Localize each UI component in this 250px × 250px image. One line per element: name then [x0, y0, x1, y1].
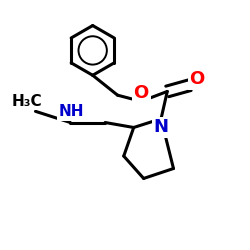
Text: H₃C: H₃C — [12, 94, 42, 109]
Text: NH: NH — [59, 104, 84, 119]
Text: N: N — [154, 118, 168, 136]
Text: O: O — [134, 84, 149, 102]
Text: O: O — [190, 70, 205, 88]
